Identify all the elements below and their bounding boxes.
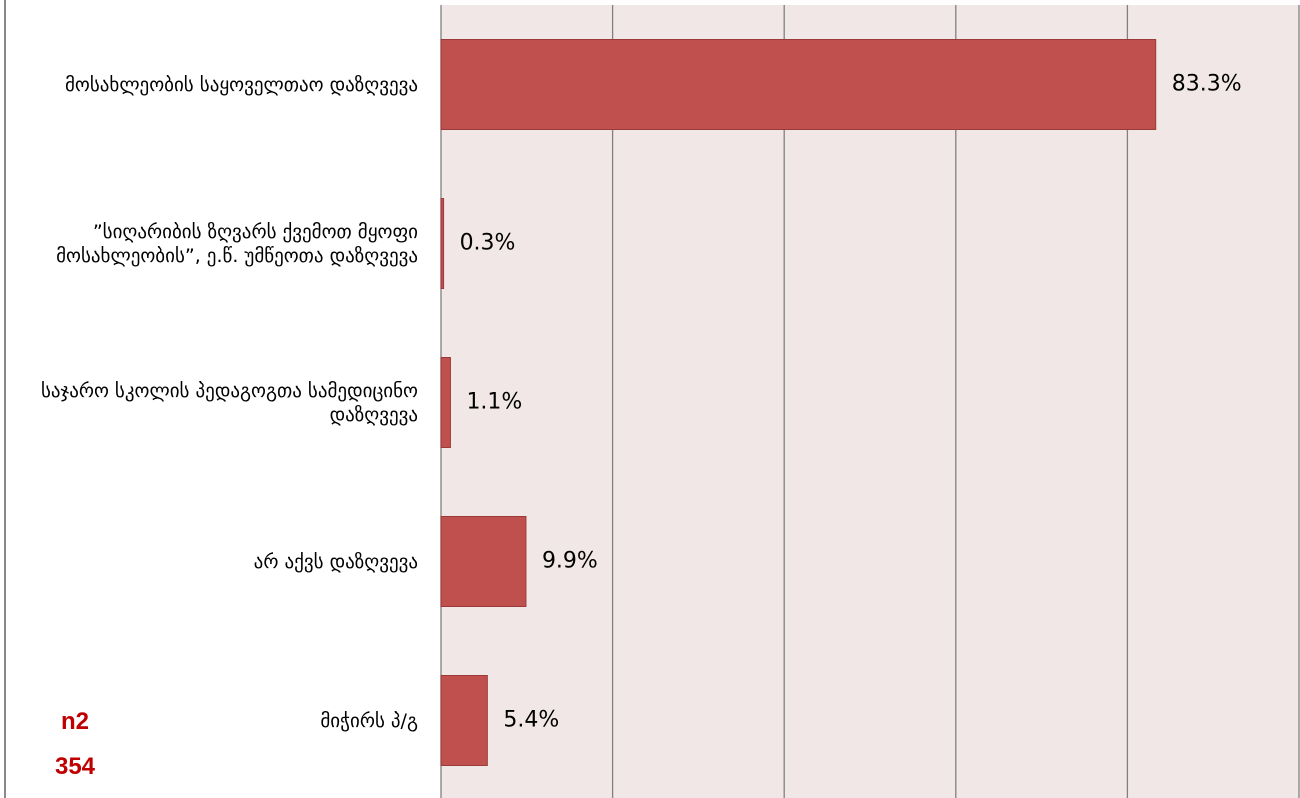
annotation: n2	[60, 708, 89, 735]
value-label: 5.4%	[503, 708, 559, 733]
bar	[440, 675, 488, 766]
bar	[440, 357, 451, 448]
category-label: მოსახლეობის საყოველთაო დაზღვევა	[64, 73, 418, 96]
value-label: 83.3%	[1172, 72, 1242, 97]
category-label: არ აქვს დაზღვევა	[253, 550, 418, 573]
category-label: მიჭირს პ/გ	[320, 709, 418, 732]
plot-area	[441, 5, 1299, 798]
bar	[440, 39, 1157, 130]
annotation: 354	[54, 753, 96, 780]
value-label: 9.9%	[542, 549, 598, 574]
category-label: საჯარო სკოლის პედაგოგთა სამედიცინო დაზღვ…	[40, 379, 418, 426]
bar	[440, 198, 445, 289]
value-label: 0.3%	[460, 231, 516, 256]
category-label: ”სიღარიბის ზღვარს ქვემოთ მყოფი მოსახლეობ…	[56, 220, 418, 267]
bar	[440, 516, 527, 607]
value-label: 1.1%	[466, 390, 522, 415]
